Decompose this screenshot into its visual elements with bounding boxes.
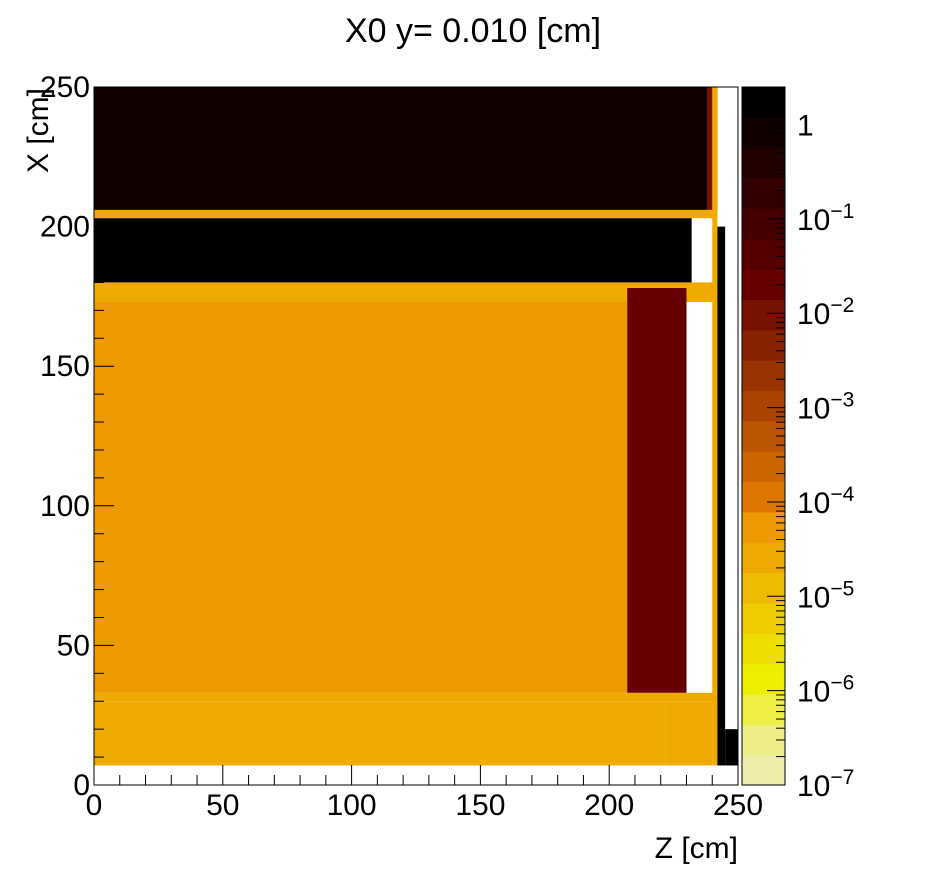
heatmap-region (94, 87, 718, 213)
color-scale-step (742, 329, 785, 361)
color-scale-step (742, 208, 785, 240)
heatmap-region (94, 218, 692, 283)
color-scale-step (742, 117, 785, 149)
y-tick-label: 100 (40, 490, 90, 523)
color-scale-step (742, 693, 785, 725)
heatmap-region (717, 226, 726, 766)
heatmap-region (712, 87, 718, 766)
color-scale-label: 10−2 (797, 294, 854, 331)
y-axis: 0 50 100 150 200 250 (40, 71, 114, 802)
color-scale-label: 10−4 (797, 483, 855, 520)
empty-wedge (94, 765, 718, 785)
y-tick-label: 200 (40, 211, 90, 244)
y-tick-label: 0 (73, 769, 90, 802)
color-scale-label: 10−6 (797, 672, 854, 709)
x-tick-label: 150 (455, 789, 505, 822)
y-tick-label: 150 (40, 350, 90, 383)
chart-title: X0 y= 0.010 [cm] (345, 12, 601, 50)
heatmap-region (627, 288, 687, 693)
heatmap-region (94, 288, 718, 302)
color-scale-label: 10−3 (797, 389, 854, 426)
x-axis: 0 50 100 150 200 250 (86, 765, 763, 822)
x-tick-label: 50 (206, 789, 239, 822)
heatmap-region (94, 301, 628, 693)
color-scale-step (742, 390, 785, 422)
color-scale-step (742, 602, 785, 634)
color-scale-label: 10−5 (797, 577, 854, 614)
color-scale-step (742, 572, 785, 604)
heatmap-region (665, 701, 713, 766)
color-scale-label: 1 (797, 110, 814, 143)
plot-frame (93, 86, 739, 786)
heatmap-region (725, 729, 738, 766)
color-scale-step (742, 87, 785, 118)
color-scale-step (742, 481, 785, 513)
color-scale-step (742, 663, 785, 695)
x-axis-label: Z [cm] (655, 832, 738, 865)
color-scale-step (742, 633, 785, 665)
heatmap-region (94, 209, 718, 219)
x-tick-label: 0 (86, 789, 103, 822)
color-scale-step (742, 451, 785, 483)
x-tick-label: 250 (713, 789, 763, 822)
color-scale-label: 10−1 (797, 200, 854, 237)
color-scale-label: 10−7 (797, 766, 854, 803)
heatmap-region (94, 282, 718, 289)
y-tick-label: 50 (57, 629, 90, 662)
x-tick-label: 100 (327, 789, 377, 822)
empty-region (94, 765, 718, 785)
color-scale-step (742, 360, 785, 391)
heatmap-regions (94, 87, 738, 766)
y-tick-label: 250 (40, 71, 90, 104)
heatmap-region (94, 692, 718, 702)
color-scale-step (742, 178, 785, 209)
x-tick-label: 200 (584, 789, 634, 822)
heatmap-region (94, 701, 666, 766)
color-scale-step (742, 754, 785, 786)
y-axis-label: X [cm] (22, 88, 55, 173)
color-scale-step (742, 542, 785, 574)
plot-border (93, 86, 739, 786)
color-scale-step (742, 299, 785, 331)
color-scale-bar (741, 86, 786, 786)
color-scale-step (742, 238, 785, 270)
color-scale-ticks: 1 10−1 10−2 10−3 10−4 10−5 10−6 10−7 (767, 95, 855, 803)
